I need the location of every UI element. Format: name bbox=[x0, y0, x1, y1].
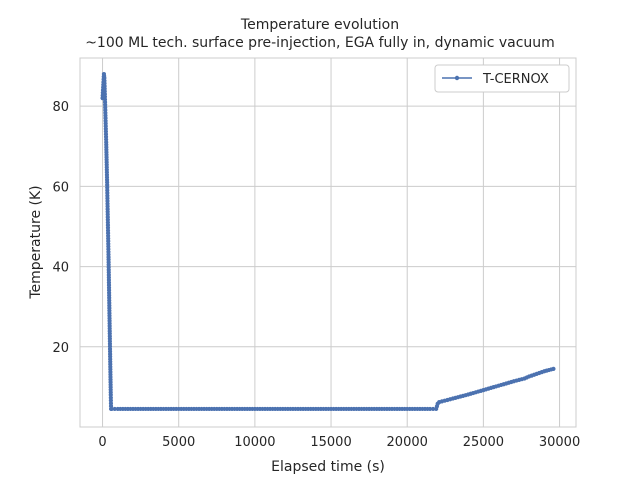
x-tick-label: 10000 bbox=[234, 435, 275, 450]
x-tick-label: 15000 bbox=[310, 435, 351, 450]
series-layer bbox=[100, 71, 556, 412]
y-ticks: 20 40 60 80 bbox=[52, 100, 69, 356]
x-tick-label: 5000 bbox=[162, 435, 195, 450]
x-tick-label: 0 bbox=[98, 435, 106, 450]
chart-title: Temperature evolution bbox=[240, 17, 400, 33]
x-tick-label: 30000 bbox=[539, 435, 580, 450]
plot-frame bbox=[79, 57, 577, 428]
legend-marker-swatch bbox=[454, 75, 460, 81]
data-point bbox=[112, 406, 117, 412]
legend: T-CERNOX bbox=[434, 64, 570, 93]
data-point bbox=[109, 406, 114, 412]
x-axis-label: Elapsed time (s) bbox=[271, 459, 385, 475]
legend-label: T-CERNOX bbox=[482, 72, 549, 87]
x-ticks: 0 5000 10000 15000 20000 25000 30000 bbox=[98, 435, 580, 450]
chart-subtitle: ~100 ML tech. surface pre-injection, EGA… bbox=[85, 35, 555, 51]
series-markers bbox=[100, 71, 556, 412]
y-tick-label: 80 bbox=[52, 100, 69, 115]
y-tick-label: 20 bbox=[52, 341, 69, 356]
data-point bbox=[427, 406, 433, 412]
x-tick-label: 20000 bbox=[387, 435, 428, 450]
y-tick-label: 40 bbox=[52, 261, 69, 276]
y-axis-label: Temperature (K) bbox=[28, 185, 44, 299]
legend-box bbox=[434, 64, 570, 93]
grid bbox=[80, 58, 576, 427]
x-tick-label: 25000 bbox=[463, 435, 504, 450]
plot-area bbox=[80, 58, 576, 427]
data-point bbox=[431, 406, 436, 412]
data-point bbox=[551, 366, 556, 371]
y-tick-label: 60 bbox=[52, 180, 69, 195]
